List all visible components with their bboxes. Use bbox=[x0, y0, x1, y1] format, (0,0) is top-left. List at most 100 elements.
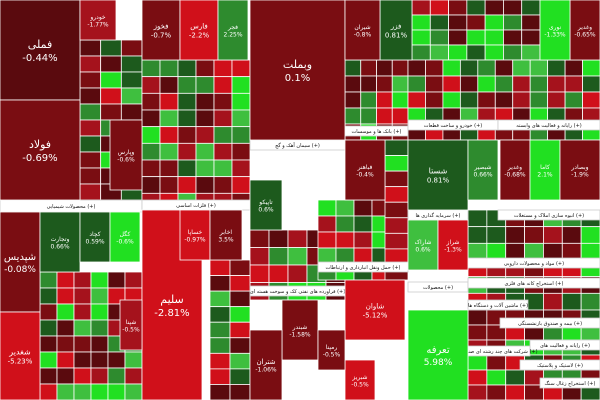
filler-tile-300[interactable] bbox=[580, 242, 600, 261]
filler-tile-55[interactable] bbox=[56, 335, 75, 353]
filler-tile-120[interactable] bbox=[141, 176, 161, 194]
filler-tile-105[interactable] bbox=[195, 126, 215, 144]
filler-tile-33[interactable] bbox=[90, 271, 109, 289]
stock-tile-28[interactable] bbox=[437, 219, 469, 271]
filler-tile-358[interactable] bbox=[486, 384, 507, 400]
filler-tile-199[interactable] bbox=[547, 75, 566, 93]
filler-tile-138[interactable] bbox=[376, 75, 393, 93]
filler-tile-45[interactable] bbox=[90, 303, 109, 321]
filler-tile-0[interactable] bbox=[79, 39, 102, 57]
filler-tile-359[interactable] bbox=[505, 384, 525, 400]
filler-tile-2[interactable] bbox=[120, 39, 143, 57]
filler-tile-88[interactable] bbox=[213, 76, 233, 94]
filler-tile-154[interactable] bbox=[448, 0, 468, 16]
filler-tile-368[interactable] bbox=[384, 201, 409, 219]
filler-tile-194[interactable] bbox=[459, 75, 479, 93]
filler-tile-90[interactable] bbox=[141, 92, 161, 111]
filler-tile-135[interactable] bbox=[391, 59, 409, 77]
filler-tile-189[interactable] bbox=[564, 59, 583, 77]
filler-tile-387[interactable] bbox=[209, 368, 231, 385]
stock-tile-8[interactable] bbox=[379, 0, 413, 61]
filler-tile-344[interactable] bbox=[486, 354, 507, 371]
filler-tile-202[interactable] bbox=[407, 91, 426, 109]
filler-tile-103[interactable] bbox=[159, 126, 179, 144]
filler-tile-299[interactable] bbox=[561, 242, 582, 261]
filler-tile-178[interactable] bbox=[503, 44, 523, 61]
filler-tile-206[interactable] bbox=[477, 91, 496, 109]
filler-tile-205[interactable] bbox=[459, 91, 479, 109]
filler-tile-170[interactable] bbox=[484, 29, 504, 46]
filler-tile-240[interactable] bbox=[249, 247, 270, 266]
filler-tile-97[interactable] bbox=[159, 109, 179, 128]
filler-tile-100[interactable] bbox=[213, 109, 233, 128]
stock-tile-1[interactable] bbox=[0, 99, 81, 201]
filler-tile-87[interactable] bbox=[195, 76, 215, 94]
stock-tile-19[interactable] bbox=[467, 139, 499, 201]
filler-tile-366[interactable] bbox=[384, 170, 409, 188]
filler-tile-136[interactable] bbox=[344, 75, 362, 93]
filler-tile-94[interactable] bbox=[213, 92, 233, 111]
filler-tile-66[interactable] bbox=[39, 367, 58, 385]
filler-tile-82[interactable] bbox=[213, 59, 233, 78]
sector-band-8[interactable] bbox=[497, 119, 600, 131]
filler-tile-237[interactable] bbox=[287, 229, 308, 248]
filler-tile-193[interactable] bbox=[442, 75, 461, 93]
filler-tile-196[interactable] bbox=[494, 75, 514, 93]
filler-tile-174[interactable] bbox=[429, 44, 449, 61]
filler-tile-70[interactable] bbox=[107, 367, 126, 385]
filler-tile-177[interactable] bbox=[484, 44, 504, 61]
filler-tile-247[interactable] bbox=[287, 264, 308, 283]
filler-tile-203[interactable] bbox=[425, 91, 444, 109]
filler-tile-98[interactable] bbox=[177, 109, 197, 128]
filler-tile-91[interactable] bbox=[159, 92, 179, 111]
filler-tile-137[interactable] bbox=[360, 75, 377, 93]
filler-tile-322[interactable] bbox=[467, 309, 488, 326]
filler-tile-96[interactable] bbox=[141, 109, 161, 128]
filler-tile-81[interactable] bbox=[195, 59, 215, 78]
filler-tile-288[interactable] bbox=[486, 226, 507, 244]
filler-tile-357[interactable] bbox=[467, 384, 488, 400]
filler-tile-289[interactable] bbox=[505, 226, 525, 244]
filler-tile-153[interactable] bbox=[429, 0, 449, 16]
filler-tile-72[interactable] bbox=[39, 383, 58, 400]
filler-tile-172[interactable] bbox=[521, 29, 541, 46]
filler-tile-145[interactable] bbox=[360, 107, 377, 125]
filler-tile-4[interactable] bbox=[100, 55, 122, 73]
filler-tile-379[interactable] bbox=[209, 306, 231, 323]
filler-tile-156[interactable] bbox=[484, 0, 504, 16]
filler-tile-85[interactable] bbox=[159, 76, 179, 94]
filler-tile-65[interactable] bbox=[124, 351, 143, 369]
filler-tile-11[interactable] bbox=[120, 87, 143, 105]
filler-tile-24[interactable] bbox=[79, 167, 102, 185]
filler-tile-321[interactable] bbox=[580, 292, 600, 311]
sector-band-13[interactable] bbox=[499, 317, 600, 329]
sector-band-14[interactable] bbox=[529, 339, 600, 351]
stock-tile-17[interactable] bbox=[119, 299, 143, 351]
filler-tile-139[interactable] bbox=[391, 75, 409, 93]
filler-tile-385[interactable] bbox=[209, 352, 231, 370]
filler-tile-161[interactable] bbox=[448, 14, 468, 31]
filler-tile-125[interactable] bbox=[231, 176, 251, 194]
filler-tile-287[interactable] bbox=[467, 226, 488, 244]
filler-tile-297[interactable] bbox=[524, 242, 544, 261]
stock-tile-20[interactable] bbox=[109, 119, 143, 191]
filler-tile-370[interactable] bbox=[384, 232, 409, 250]
filler-tile-185[interactable] bbox=[494, 59, 514, 77]
filler-tile-384[interactable] bbox=[229, 337, 251, 354]
filler-tile-5[interactable] bbox=[120, 55, 143, 73]
filler-tile-246[interactable] bbox=[268, 264, 289, 283]
filler-tile-76[interactable] bbox=[107, 383, 126, 400]
filler-tile-44[interactable] bbox=[73, 303, 92, 321]
filler-tile-245[interactable] bbox=[249, 264, 270, 283]
filler-tile-108[interactable] bbox=[141, 142, 161, 161]
filler-tile-121[interactable] bbox=[159, 176, 179, 194]
filler-tile-68[interactable] bbox=[73, 367, 92, 385]
filler-tile-122[interactable] bbox=[177, 176, 197, 194]
filler-tile-115[interactable] bbox=[159, 159, 179, 178]
stock-tile-27[interactable] bbox=[407, 219, 439, 271]
filler-tile-86[interactable] bbox=[177, 76, 197, 94]
filler-tile-34[interactable] bbox=[107, 271, 126, 289]
filler-tile-39[interactable] bbox=[90, 287, 109, 305]
filler-tile-38[interactable] bbox=[73, 287, 92, 305]
filler-tile-50[interactable] bbox=[73, 319, 92, 337]
